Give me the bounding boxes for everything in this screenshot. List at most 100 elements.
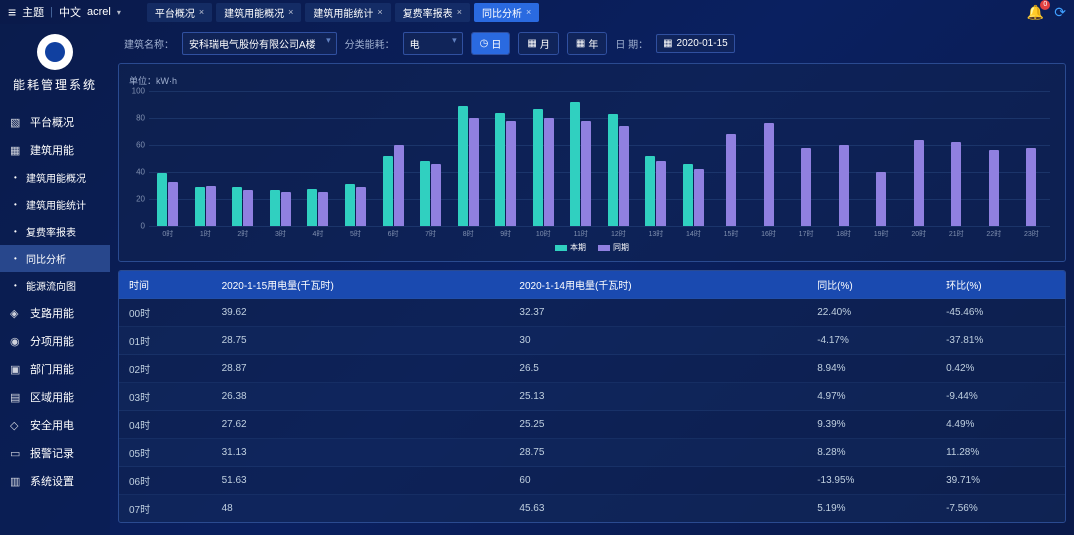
tab-同比分析[interactable]: 同比分析 × xyxy=(474,3,539,22)
menu-icon: ◇ xyxy=(10,419,24,432)
lang-label[interactable]: 中文 xyxy=(59,4,81,20)
bar-prev[interactable] xyxy=(764,123,774,226)
year-button[interactable]: ▦年 xyxy=(568,33,606,54)
bar-prev[interactable] xyxy=(951,142,961,226)
menu-toggle-icon[interactable]: ≡ xyxy=(8,4,16,20)
bar-prev[interactable] xyxy=(431,164,441,226)
bar-current[interactable] xyxy=(307,189,317,226)
x-tick: 1时 xyxy=(187,229,225,239)
x-tick: 12时 xyxy=(600,229,638,239)
menu-label: 安全用电 xyxy=(30,417,74,433)
sidebar-item-建筑用能统计[interactable]: 建筑用能统计 xyxy=(0,191,110,218)
chevron-down-icon[interactable]: ▾ xyxy=(117,8,121,17)
bar-prev[interactable] xyxy=(506,121,516,226)
bar-prev[interactable] xyxy=(989,150,999,226)
close-icon[interactable]: × xyxy=(377,7,382,17)
tab-建筑用能概况[interactable]: 建筑用能概况 × xyxy=(216,3,301,22)
bar-prev[interactable] xyxy=(839,145,849,226)
bar-prev[interactable] xyxy=(168,182,178,226)
sidebar-item-建筑用能[interactable]: ▦建筑用能 xyxy=(0,136,110,164)
sidebar-item-分项用能[interactable]: ◉分项用能 xyxy=(0,327,110,355)
sidebar-item-平台概况[interactable]: ▧平台概况 xyxy=(0,108,110,136)
menu-label: 建筑用能 xyxy=(30,142,74,158)
bar-prev[interactable] xyxy=(394,145,404,226)
tab-平台概况[interactable]: 平台概况× xyxy=(147,3,212,22)
bar-prev[interactable] xyxy=(356,187,366,226)
bar-current[interactable] xyxy=(420,161,430,226)
close-icon[interactable]: × xyxy=(199,7,204,17)
bar-prev[interactable] xyxy=(1026,148,1036,226)
sidebar-item-系统设置[interactable]: ▥系统设置 xyxy=(0,467,110,495)
tab-label: 建筑用能概况 xyxy=(224,5,284,20)
table-cell: 07时 xyxy=(119,495,212,523)
legend-item[interactable]: 同期 xyxy=(598,242,629,253)
tab-建筑用能统计[interactable]: 建筑用能统计× xyxy=(305,3,390,22)
x-tick: 16时 xyxy=(750,229,788,239)
bar-prev[interactable] xyxy=(281,192,291,226)
close-icon[interactable]: × xyxy=(288,7,293,17)
hour-button[interactable]: ◷日 xyxy=(472,33,510,54)
bar-prev[interactable] xyxy=(619,126,629,226)
sidebar-item-安全用电[interactable]: ◇ 安全用电 xyxy=(0,411,110,439)
sidebar-item-建筑用能概况[interactable]: 建筑用能概况 xyxy=(0,164,110,191)
sidebar-item-区域用能[interactable]: ▤区域用能 xyxy=(0,383,110,411)
bar-current[interactable] xyxy=(570,102,580,226)
sidebar-item-复费率报表[interactable]: 复费率报表 xyxy=(0,218,110,245)
building-label: 建筑名称： xyxy=(124,36,174,51)
bar-current[interactable] xyxy=(195,187,205,226)
sidebar-item-报警记录[interactable]: ▭报警记录 xyxy=(0,439,110,467)
bar-current[interactable] xyxy=(495,113,505,226)
bar-prev[interactable] xyxy=(544,118,554,226)
close-icon[interactable]: × xyxy=(457,7,462,17)
sidebar-item-支路用能[interactable]: ◈支路用能 xyxy=(0,299,110,327)
bar-current[interactable] xyxy=(458,106,468,226)
sidebar-item-部门用能[interactable]: ▣部门用能 xyxy=(0,355,110,383)
app-title: 能耗管理系统 xyxy=(13,76,97,93)
bar-group xyxy=(449,91,487,226)
bar-current[interactable] xyxy=(608,114,618,226)
type-select[interactable]: 电 xyxy=(403,32,463,55)
bar-prev[interactable] xyxy=(801,148,811,226)
calendar-icon: ▦ xyxy=(527,38,536,49)
bar-current[interactable] xyxy=(270,190,280,226)
close-icon[interactable]: × xyxy=(526,7,531,17)
x-tick: 6时 xyxy=(374,229,412,239)
date-picker[interactable]: ▦2020-01-15 xyxy=(656,34,735,53)
bar-prev[interactable] xyxy=(469,118,479,226)
bar-current[interactable] xyxy=(533,109,543,226)
building-select[interactable]: 安科瑞电气股份有限公司A楼 xyxy=(182,32,337,55)
legend-swatch xyxy=(598,245,610,251)
bar-current[interactable] xyxy=(157,173,167,226)
bar-current[interactable] xyxy=(345,184,355,226)
bar-prev[interactable] xyxy=(243,190,253,226)
sidebar-item-能源流向图[interactable]: 能源流向图 xyxy=(0,272,110,299)
bar-prev[interactable] xyxy=(318,192,328,226)
bar-prev[interactable] xyxy=(726,134,736,226)
bar-group xyxy=(900,91,938,226)
legend-item[interactable]: 本期 xyxy=(555,242,586,253)
bar-prev[interactable] xyxy=(581,121,591,226)
bar-prev[interactable] xyxy=(694,169,704,226)
bar-current[interactable] xyxy=(645,156,655,226)
table-cell: 27.62 xyxy=(212,411,510,439)
bar-current[interactable] xyxy=(383,156,393,226)
bar-current[interactable] xyxy=(232,187,242,226)
x-tick: 20时 xyxy=(900,229,938,239)
tab-复费率报表[interactable]: 复费率报表× xyxy=(395,3,470,22)
menu-label: 平台概况 xyxy=(30,114,74,130)
bar-current[interactable] xyxy=(683,164,693,226)
chart-unit-label: 单位：kW·h xyxy=(129,74,1055,87)
bar-prev[interactable] xyxy=(914,140,924,226)
bell-icon[interactable]: 🔔0 xyxy=(1027,4,1044,21)
tab-label: 同比分析 xyxy=(482,5,522,20)
bar-prev[interactable] xyxy=(876,172,886,226)
table-cell: 32.37 xyxy=(509,299,807,327)
sidebar-item-同比分析[interactable]: 同比分析 xyxy=(0,245,110,272)
x-tick: 11时 xyxy=(562,229,600,239)
bar-prev[interactable] xyxy=(206,186,216,227)
month-button[interactable]: ▦月 xyxy=(519,33,557,54)
table-cell: -4.17% xyxy=(807,327,936,355)
refresh-icon[interactable]: ⟳ xyxy=(1054,4,1066,21)
bar-prev[interactable] xyxy=(656,161,666,226)
menu-label: 部门用能 xyxy=(30,361,74,377)
